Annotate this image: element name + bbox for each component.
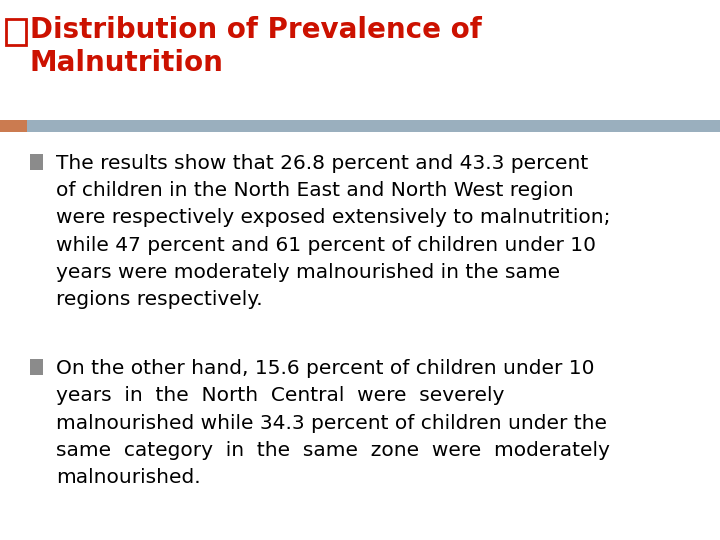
Text: On the other hand, 15.6 percent of children under 10
years  in  the  North  Cent: On the other hand, 15.6 percent of child… <box>56 359 610 487</box>
Text: Distribution of Prevalence of
Malnutrition: Distribution of Prevalence of Malnutriti… <box>30 16 482 77</box>
Text: The results show that 26.8 percent and 43.3 percent
of children in the North Eas: The results show that 26.8 percent and 4… <box>56 154 611 309</box>
